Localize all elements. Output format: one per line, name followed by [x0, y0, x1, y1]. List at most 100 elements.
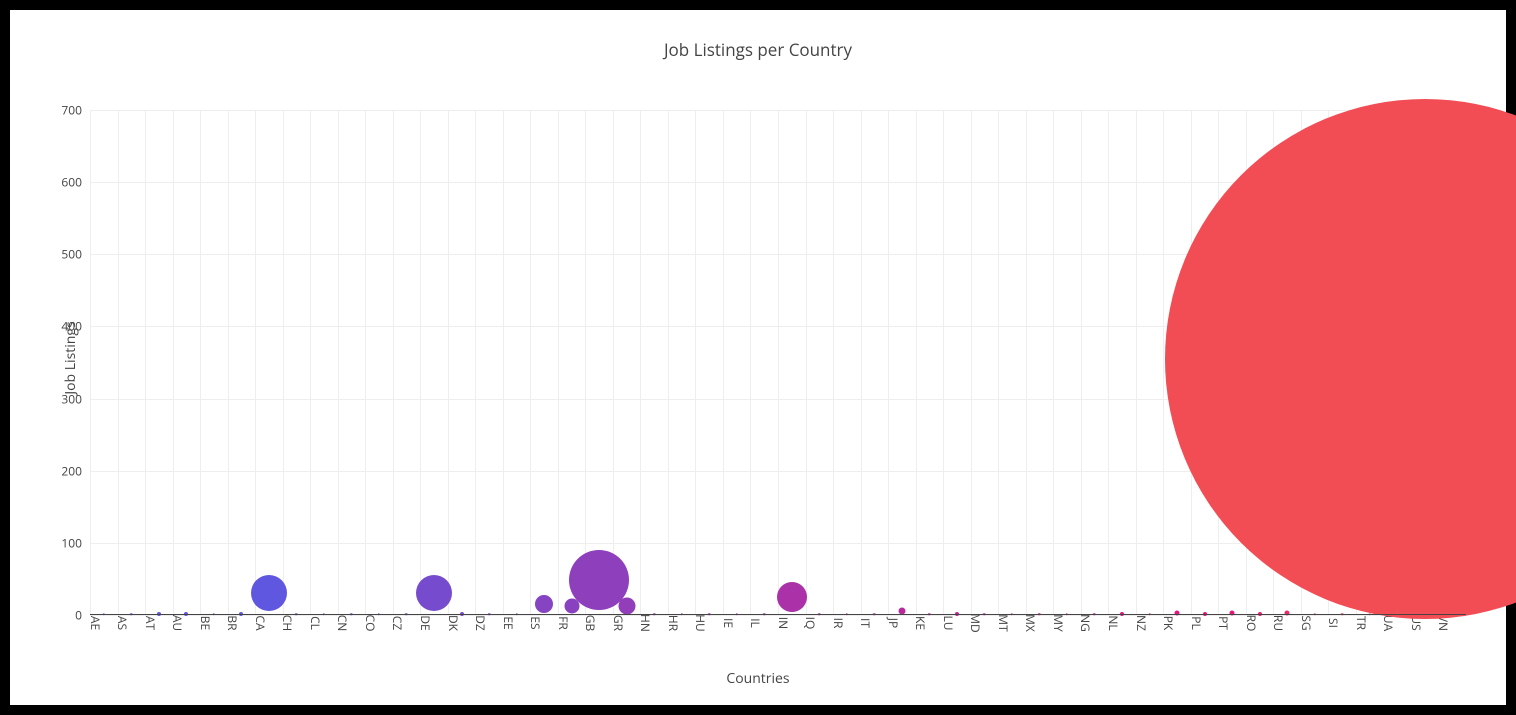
x-tick-label: CO — [362, 615, 379, 632]
x-tick-label: NG — [1077, 614, 1094, 632]
bubble-point[interactable] — [535, 595, 553, 613]
x-axis-line — [90, 614, 1466, 615]
grid-line-vertical — [365, 110, 366, 615]
x-tick-label: GB — [582, 615, 599, 631]
grid-line-vertical — [998, 110, 999, 615]
x-tick-label: EE — [500, 616, 517, 629]
grid-line-vertical — [723, 110, 724, 615]
grid-line-vertical — [916, 110, 917, 615]
x-tick-label: NZ — [1133, 615, 1150, 631]
grid-line-vertical — [750, 110, 751, 615]
x-tick-label: HU — [692, 614, 709, 632]
y-tick-label: 700 — [61, 102, 82, 119]
x-tick-label: CL — [307, 616, 324, 630]
x-tick-label: SI — [1325, 618, 1342, 628]
y-tick-label: 400 — [61, 318, 82, 335]
grid-line-vertical — [1136, 110, 1137, 615]
grid-line-vertical — [503, 110, 504, 615]
bubble-point[interactable] — [564, 599, 579, 614]
bubble-point[interactable] — [416, 575, 452, 611]
grid-line-vertical — [833, 110, 834, 615]
x-tick-label: AS — [114, 616, 131, 630]
grid-line-vertical — [118, 110, 119, 615]
page-wrapper: Job Listings per Country Job Listings Co… — [0, 0, 1516, 715]
x-tick-label: DZ — [472, 615, 489, 631]
grid-line-horizontal — [90, 110, 1466, 111]
grid-line-vertical — [90, 110, 91, 615]
x-tick-label: AE — [87, 616, 104, 630]
grid-line-vertical — [228, 110, 229, 615]
grid-line-vertical — [943, 110, 944, 615]
grid-line-vertical — [778, 110, 779, 615]
bubble-point[interactable] — [251, 575, 287, 611]
grid-line-vertical — [173, 110, 174, 615]
grid-line-vertical — [971, 110, 972, 615]
y-tick-label: 300 — [61, 390, 82, 407]
grid-line-vertical — [558, 110, 559, 615]
grid-line-vertical — [695, 110, 696, 615]
grid-line-vertical — [861, 110, 862, 615]
x-tick-label: IR — [830, 618, 847, 629]
grid-line-vertical — [806, 110, 807, 615]
x-tick-label: IQ — [802, 617, 819, 630]
grid-line-vertical — [1081, 110, 1082, 615]
x-tick-label: CN — [334, 615, 351, 632]
grid-line-vertical — [255, 110, 256, 615]
x-tick-label: GR — [610, 615, 627, 631]
grid-line-vertical — [640, 110, 641, 615]
bubble-point[interactable] — [618, 597, 635, 614]
x-tick-label: DE — [417, 615, 434, 630]
y-tick-label: 200 — [61, 462, 82, 479]
grid-line-vertical — [1026, 110, 1027, 615]
x-tick-label: MT — [995, 614, 1012, 631]
x-tick-label: HN — [637, 614, 654, 632]
x-tick-label: MD — [967, 613, 984, 633]
grid-line-vertical — [530, 110, 531, 615]
x-tick-label: BR — [224, 615, 241, 630]
x-tick-label: MX — [1022, 614, 1039, 632]
x-tick-label: PK — [1160, 616, 1177, 631]
y-tick-label: 100 — [61, 534, 82, 551]
x-tick-label: FR — [555, 616, 572, 630]
x-tick-label: PT — [1215, 616, 1232, 630]
grid-line-vertical — [475, 110, 476, 615]
x-tick-label: AU — [169, 615, 186, 631]
grid-line-vertical — [338, 110, 339, 615]
y-tick-label: 600 — [61, 174, 82, 191]
x-tick-label: JP — [885, 618, 902, 628]
x-axis-title: Countries — [10, 669, 1506, 688]
grid-line-vertical — [420, 110, 421, 615]
chart-title: Job Listings per Country — [10, 38, 1506, 61]
x-tick-label: KE — [912, 616, 929, 630]
grid-line-vertical — [200, 110, 201, 615]
x-tick-label: BE — [197, 616, 214, 630]
grid-line-vertical — [585, 110, 586, 615]
x-tick-label: NL — [1105, 615, 1122, 630]
x-tick-label: DK — [445, 615, 462, 631]
y-tick-label: 0 — [75, 607, 82, 624]
x-tick-label: ES — [527, 616, 544, 629]
x-tick-label: IN — [775, 617, 792, 629]
x-tick-label: IT — [857, 618, 874, 628]
bubble-point[interactable] — [777, 582, 807, 612]
y-tick-label: 500 — [61, 246, 82, 263]
grid-line-vertical — [393, 110, 394, 615]
grid-line-vertical — [310, 110, 311, 615]
x-tick-label: AT — [142, 616, 159, 630]
x-tick-label: PL — [1188, 616, 1205, 629]
grid-line-vertical — [1108, 110, 1109, 615]
x-tick-label: CA — [252, 615, 269, 630]
grid-line-vertical — [668, 110, 669, 615]
grid-line-vertical — [283, 110, 284, 615]
x-tick-label: IE — [720, 618, 737, 628]
plot-area: 0100200300400500600700AEASATAUBEBRCACHCL… — [90, 110, 1466, 615]
grid-line-vertical — [145, 110, 146, 615]
x-tick-label: RO — [1243, 615, 1260, 632]
x-tick-label: CH — [279, 615, 296, 631]
x-tick-label: TR — [1353, 616, 1370, 630]
x-tick-label: HR — [665, 615, 682, 631]
x-tick-label: LU — [940, 615, 957, 630]
x-tick-label: IL — [747, 618, 764, 628]
grid-line-vertical — [448, 110, 449, 615]
grid-line-vertical — [1053, 110, 1054, 615]
